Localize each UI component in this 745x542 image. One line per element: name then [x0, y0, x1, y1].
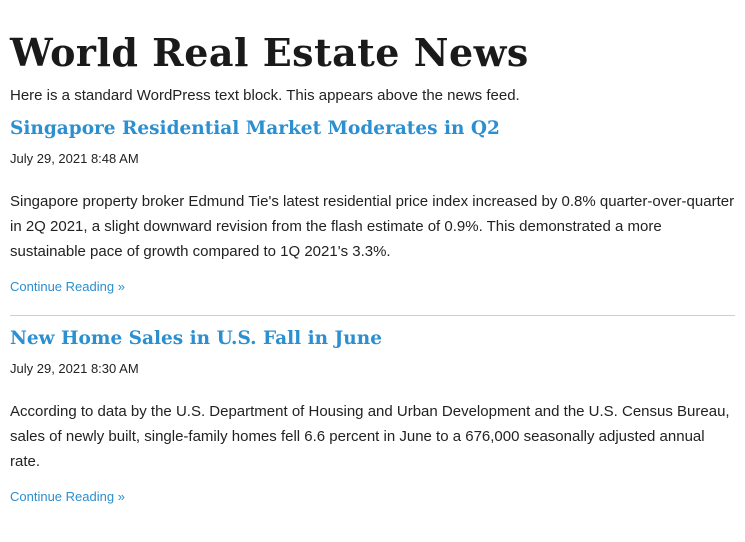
post-title-link[interactable]: Singapore Residential Market Moderates i…	[10, 118, 500, 139]
news-post: Singapore Residential Market Moderates i…	[10, 116, 735, 296]
post-title-link[interactable]: New Home Sales in U.S. Fall in June	[10, 328, 382, 349]
continue-reading-link[interactable]: Continue Reading »	[10, 279, 125, 294]
post-divider	[10, 315, 735, 316]
post-excerpt: According to data by the U.S. Department…	[10, 403, 730, 470]
news-post: New Home Sales in U.S. Fall in June July…	[10, 326, 735, 506]
continue-reading-link[interactable]: Continue Reading »	[10, 489, 125, 504]
intro-text: Here is a standard WordPress text block.…	[10, 87, 520, 104]
post-date: July 29, 2021 8:48 AM	[10, 151, 139, 166]
page-title: World Real Estate News	[10, 30, 529, 75]
news-page: World Real Estate News Here is a standar…	[10, 30, 735, 506]
post-date: July 29, 2021 8:30 AM	[10, 361, 139, 376]
post-excerpt: Singapore property broker Edmund Tie's l…	[10, 193, 735, 260]
